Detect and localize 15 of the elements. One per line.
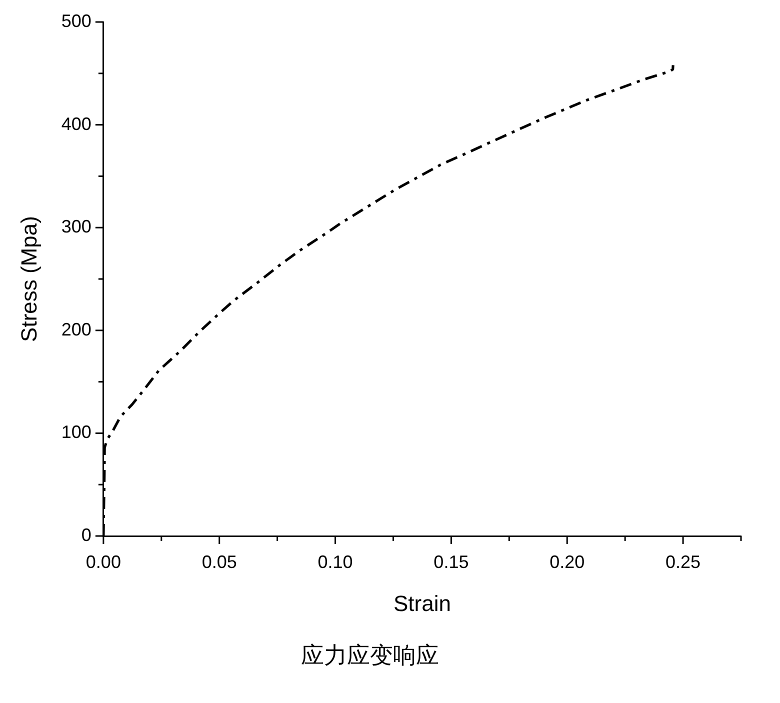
y-tick-label: 0	[81, 524, 92, 545]
x-tick-label: 0.05	[202, 552, 237, 572]
x-tick-label: 0.15	[434, 552, 469, 572]
x-tick-label: 0.20	[550, 552, 585, 572]
text: 应力应变响应	[300, 642, 440, 671]
y-tick-label: 400	[61, 114, 92, 134]
y-tick-label: 300	[61, 216, 92, 237]
x-tick-label: 0.25	[666, 552, 701, 572]
y-tick-label: 200	[61, 319, 92, 340]
y-tick-label: 100	[61, 422, 92, 442]
y-axis-title: Stress (Mpa)	[16, 216, 42, 342]
x-tick-label: 0.10	[318, 552, 353, 572]
x-tick-label: 0.00	[86, 552, 121, 572]
x-axis-title: Strain	[393, 590, 451, 616]
y-tick-label: 500	[61, 10, 92, 31]
